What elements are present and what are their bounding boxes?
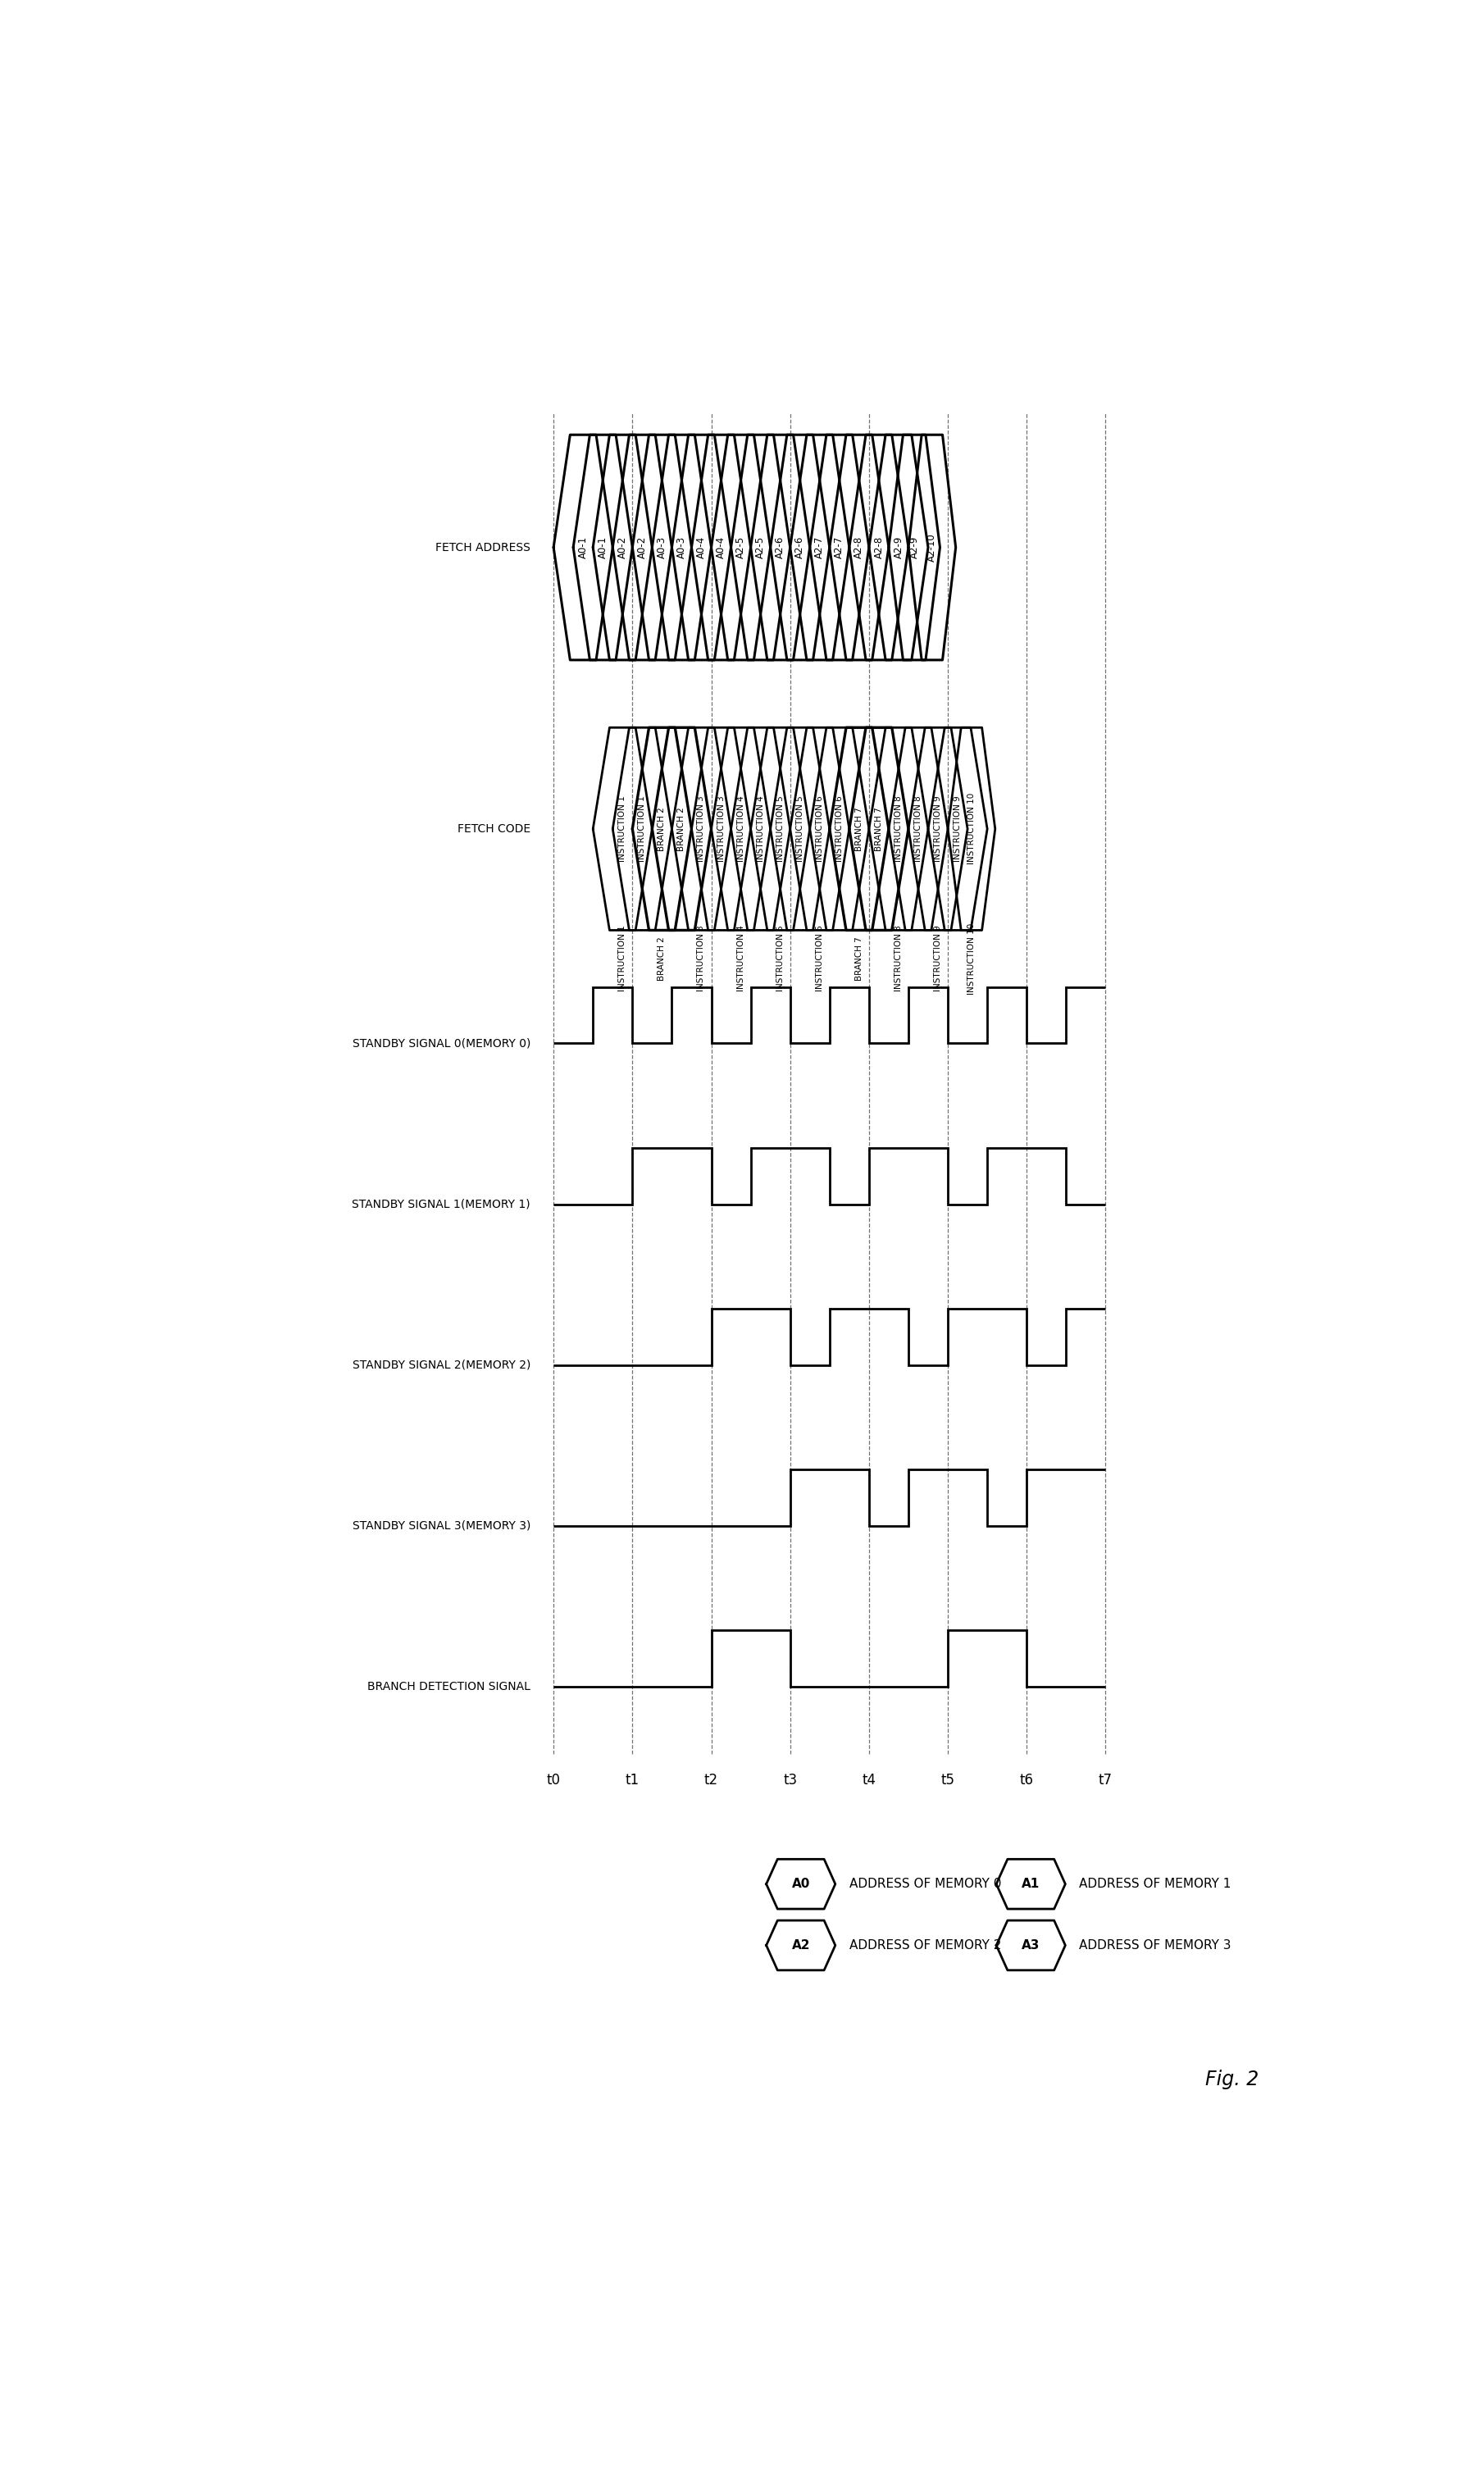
Text: INSTRUCTION 1: INSTRUCTION 1 [619, 796, 626, 863]
Text: INSTRUCTION 9: INSTRUCTION 9 [933, 796, 942, 863]
Text: ADDRESS OF MEMORY 2: ADDRESS OF MEMORY 2 [849, 1940, 1002, 1952]
Text: A0-2: A0-2 [617, 537, 628, 560]
Text: INSTRUCTION 5: INSTRUCTION 5 [776, 796, 785, 863]
Text: ADDRESS OF MEMORY 3: ADDRESS OF MEMORY 3 [1079, 1940, 1232, 1952]
Text: INSTRUCTION 4: INSTRUCTION 4 [736, 796, 745, 863]
Text: A0-2: A0-2 [637, 537, 647, 560]
Text: A2-9: A2-9 [910, 537, 920, 560]
Text: STANDBY SIGNAL 2(MEMORY 2): STANDBY SIGNAL 2(MEMORY 2) [352, 1360, 531, 1370]
Text: A0: A0 [791, 1878, 810, 1890]
Text: ADDRESS OF MEMORY 0: ADDRESS OF MEMORY 0 [849, 1878, 1002, 1890]
Text: BRANCH 7: BRANCH 7 [855, 806, 864, 851]
Text: INSTRUCTION 6: INSTRUCTION 6 [835, 796, 843, 863]
Text: BRANCH 7: BRANCH 7 [855, 938, 864, 980]
Text: A2-6: A2-6 [794, 537, 806, 560]
Text: t7: t7 [1098, 1773, 1113, 1788]
Text: A0-1: A0-1 [577, 537, 589, 560]
Text: INSTRUCTION 10: INSTRUCTION 10 [968, 793, 975, 865]
Text: STANDBY SIGNAL 3(MEMORY 3): STANDBY SIGNAL 3(MEMORY 3) [352, 1520, 531, 1532]
Text: INSTRUCTION 3: INSTRUCTION 3 [717, 796, 726, 863]
Text: INSTRUCTION 4: INSTRUCTION 4 [757, 796, 764, 863]
Text: FETCH ADDRESS: FETCH ADDRESS [435, 542, 531, 552]
Text: BRANCH DETECTION SIGNAL: BRANCH DETECTION SIGNAL [368, 1681, 531, 1694]
Text: A1: A1 [1021, 1878, 1040, 1890]
Text: A0-3: A0-3 [677, 537, 687, 560]
Text: t6: t6 [1020, 1773, 1034, 1788]
Text: INSTRUCTION 1: INSTRUCTION 1 [619, 925, 626, 992]
Text: INSTRUCTION 4: INSTRUCTION 4 [736, 925, 745, 992]
Text: INSTRUCTION 10: INSTRUCTION 10 [968, 923, 975, 995]
Text: t3: t3 [784, 1773, 797, 1788]
Text: t5: t5 [941, 1773, 954, 1788]
Text: ADDRESS OF MEMORY 1: ADDRESS OF MEMORY 1 [1079, 1878, 1232, 1890]
Text: INSTRUCTION 9: INSTRUCTION 9 [933, 925, 942, 992]
Text: A0-1: A0-1 [598, 537, 608, 560]
Text: INSTRUCTION 8: INSTRUCTION 8 [895, 796, 902, 863]
Text: BRANCH 7: BRANCH 7 [874, 806, 883, 851]
Text: t4: t4 [862, 1773, 876, 1788]
Text: FETCH CODE: FETCH CODE [457, 823, 531, 836]
Text: INSTRUCTION 9: INSTRUCTION 9 [954, 796, 962, 863]
Text: INSTRUCTION 8: INSTRUCTION 8 [895, 925, 902, 992]
Text: A0-3: A0-3 [656, 537, 668, 560]
Text: BRANCH 2: BRANCH 2 [678, 806, 686, 851]
Text: A3: A3 [1021, 1940, 1040, 1952]
Text: A2-5: A2-5 [755, 537, 766, 560]
Text: STANDBY SIGNAL 0(MEMORY 0): STANDBY SIGNAL 0(MEMORY 0) [352, 1037, 531, 1050]
Text: INSTRUCTION 6: INSTRUCTION 6 [816, 796, 824, 863]
Text: BRANCH 2: BRANCH 2 [657, 806, 666, 851]
Text: INSTRUCTION 1: INSTRUCTION 1 [638, 796, 647, 863]
Text: A0-4: A0-4 [696, 537, 706, 560]
Text: INSTRUCTION 6: INSTRUCTION 6 [816, 925, 824, 992]
Text: t2: t2 [705, 1773, 718, 1788]
Text: INSTRUCTION 5: INSTRUCTION 5 [776, 925, 785, 992]
Text: A2-5: A2-5 [736, 537, 746, 560]
Text: A2-8: A2-8 [874, 537, 884, 560]
Text: A2-6: A2-6 [775, 537, 785, 560]
Text: INSTRUCTION 8: INSTRUCTION 8 [914, 796, 923, 863]
Text: t1: t1 [625, 1773, 640, 1788]
Text: INSTRUCTION 3: INSTRUCTION 3 [697, 925, 705, 992]
Text: A2-10: A2-10 [926, 532, 938, 562]
Text: A2-7: A2-7 [834, 537, 844, 560]
Text: t0: t0 [546, 1773, 561, 1788]
Text: A2-7: A2-7 [815, 537, 825, 560]
Text: A2-9: A2-9 [893, 537, 904, 560]
Text: Fig. 2: Fig. 2 [1205, 2069, 1258, 2089]
Text: INSTRUCTION 3: INSTRUCTION 3 [697, 796, 705, 863]
Text: INSTRUCTION 5: INSTRUCTION 5 [795, 796, 804, 863]
Text: BRANCH 2: BRANCH 2 [657, 938, 666, 980]
Text: A2: A2 [791, 1940, 810, 1952]
Text: A0-4: A0-4 [715, 537, 727, 560]
Text: A2-8: A2-8 [853, 537, 865, 560]
Text: STANDBY SIGNAL 1(MEMORY 1): STANDBY SIGNAL 1(MEMORY 1) [352, 1199, 531, 1211]
